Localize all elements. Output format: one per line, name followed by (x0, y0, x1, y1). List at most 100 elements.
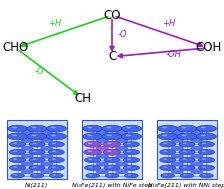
Circle shape (198, 165, 214, 170)
Circle shape (88, 143, 92, 144)
Circle shape (191, 154, 203, 158)
Circle shape (41, 146, 53, 150)
Circle shape (191, 170, 203, 174)
Circle shape (88, 158, 92, 160)
Circle shape (21, 154, 33, 158)
Circle shape (181, 127, 187, 128)
Circle shape (29, 165, 45, 170)
Circle shape (200, 173, 213, 178)
Circle shape (108, 166, 112, 168)
Circle shape (83, 125, 103, 132)
Circle shape (52, 158, 56, 160)
Circle shape (196, 133, 216, 140)
Circle shape (103, 141, 121, 147)
Circle shape (41, 138, 53, 143)
Circle shape (32, 158, 37, 160)
Text: COH: COH (195, 41, 222, 54)
Text: C: C (108, 50, 116, 63)
Circle shape (171, 162, 183, 166)
Text: CO: CO (103, 9, 121, 22)
Circle shape (51, 127, 56, 128)
Circle shape (196, 125, 216, 132)
Circle shape (183, 151, 187, 152)
Circle shape (21, 146, 33, 150)
Circle shape (27, 125, 47, 132)
Circle shape (8, 133, 28, 140)
Circle shape (181, 135, 187, 136)
Circle shape (180, 173, 194, 178)
Circle shape (202, 151, 206, 152)
Circle shape (191, 162, 203, 166)
Circle shape (102, 125, 122, 132)
Circle shape (10, 157, 26, 163)
Circle shape (84, 141, 101, 147)
Circle shape (177, 125, 197, 132)
Circle shape (171, 146, 183, 150)
Circle shape (52, 151, 56, 152)
Circle shape (123, 142, 139, 147)
Circle shape (179, 165, 195, 170)
Circle shape (96, 131, 108, 135)
Circle shape (158, 125, 178, 132)
Circle shape (116, 131, 128, 135)
Circle shape (116, 154, 128, 158)
Circle shape (86, 173, 99, 178)
Text: -O: -O (118, 30, 127, 39)
Circle shape (171, 138, 183, 143)
Circle shape (116, 162, 128, 166)
Text: Ni(211): Ni(211) (25, 183, 49, 188)
Circle shape (158, 133, 178, 140)
Circle shape (29, 157, 45, 163)
Text: +H: +H (162, 19, 176, 28)
Text: Ni₃Fe(211) with NNi step: Ni₃Fe(211) with NNi step (148, 183, 224, 188)
Circle shape (96, 170, 108, 174)
Circle shape (32, 143, 37, 144)
Circle shape (126, 127, 131, 128)
Circle shape (87, 135, 92, 136)
Circle shape (33, 174, 37, 176)
Text: +H: +H (48, 19, 62, 28)
Text: -OH: -OH (166, 50, 181, 59)
Circle shape (179, 149, 195, 155)
Circle shape (52, 143, 56, 144)
Circle shape (162, 135, 167, 136)
Circle shape (107, 150, 112, 152)
Circle shape (201, 127, 206, 128)
Circle shape (160, 157, 176, 163)
Circle shape (202, 166, 206, 168)
Circle shape (201, 135, 206, 136)
Circle shape (163, 143, 167, 144)
Circle shape (48, 149, 64, 155)
Circle shape (12, 127, 17, 128)
Circle shape (46, 133, 66, 140)
Circle shape (163, 166, 167, 168)
Text: CH: CH (74, 92, 91, 105)
Circle shape (96, 162, 108, 166)
Circle shape (8, 125, 28, 132)
Circle shape (87, 127, 92, 128)
Text: CHO: CHO (2, 41, 29, 54)
Bar (157, 120, 217, 179)
Circle shape (48, 157, 64, 163)
Circle shape (21, 170, 33, 174)
Circle shape (123, 165, 139, 170)
Circle shape (116, 138, 128, 143)
Circle shape (53, 174, 56, 176)
Circle shape (183, 174, 187, 176)
Circle shape (202, 143, 206, 144)
Circle shape (163, 158, 167, 160)
Circle shape (183, 143, 187, 144)
Circle shape (32, 151, 37, 152)
Circle shape (127, 158, 131, 160)
Circle shape (106, 135, 112, 136)
Circle shape (127, 151, 131, 152)
Circle shape (108, 158, 112, 160)
Circle shape (163, 151, 167, 152)
Circle shape (128, 174, 131, 176)
Circle shape (83, 133, 103, 140)
Circle shape (126, 135, 131, 136)
Circle shape (13, 166, 17, 168)
Circle shape (48, 165, 64, 170)
Circle shape (14, 174, 17, 176)
Circle shape (191, 146, 203, 150)
